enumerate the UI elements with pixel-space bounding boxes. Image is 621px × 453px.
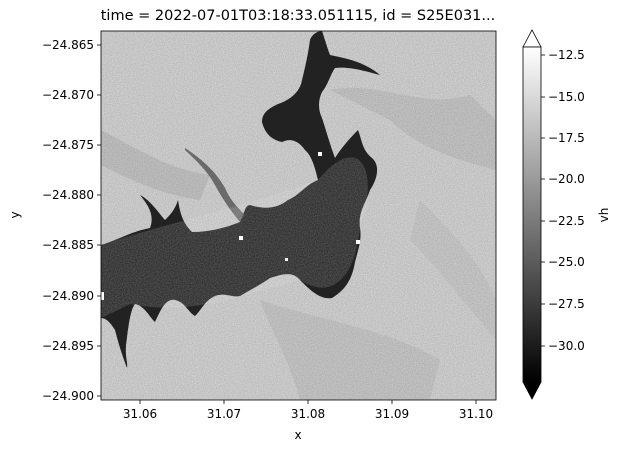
y-tick-label: −24.890 (42, 289, 94, 303)
x-tick-label: 31.08 (291, 407, 325, 421)
colorbar-tick: −25.0 (541, 255, 585, 269)
y-tick: −24.890 (42, 289, 101, 303)
colorbar-label: vh (597, 208, 611, 223)
plot-frame (100, 30, 497, 401)
colorbar-tick-label: −17.5 (548, 131, 585, 145)
colorbar-tick: −22.5 (541, 214, 585, 228)
x-tick: 31.08 (291, 400, 325, 421)
x-tick: 31.06 (123, 400, 157, 421)
x-axis: 31.06 31.07 31.08 31.09 31.10 x (123, 400, 493, 442)
x-tick-label: 31.07 (207, 407, 241, 421)
x-tick-label: 31.09 (375, 407, 409, 421)
colorbar-tick: −30.0 (541, 339, 585, 353)
colorbar-tick-label: −25.0 (548, 255, 585, 269)
y-tick: −24.865 (42, 38, 101, 52)
colorbar-tick-label: −22.5 (548, 214, 585, 228)
colorbar-tick-label: −20.0 (548, 172, 585, 186)
colorbar-tick: −12.5 (541, 48, 585, 62)
colorbar-tick: −27.5 (541, 297, 585, 311)
colorbar-tick: −15.0 (541, 90, 585, 104)
heatmap-image (101, 31, 496, 400)
colorbar-extend-max (522, 29, 542, 48)
y-tick: −24.880 (42, 188, 101, 202)
colorbar-tick: −20.0 (541, 172, 585, 186)
colorbar-extend-min (522, 381, 542, 400)
x-tick: 31.10 (459, 400, 493, 421)
y-tick-label: −24.880 (42, 188, 94, 202)
colorbar-tick-label: −15.0 (548, 90, 585, 104)
y-tick: −24.900 (42, 389, 101, 403)
y-tick: −24.870 (42, 88, 101, 102)
x-tick-label: 31.06 (123, 407, 157, 421)
colorbar-tick: −17.5 (541, 131, 585, 145)
colorbar: −12.5 −15.0 −17.5 −20.0 −22.5 −25.0 −27.… (522, 29, 611, 400)
y-tick-label: −24.875 (42, 138, 94, 152)
x-axis-label: x (294, 428, 301, 442)
colorbar-tick-label: −30.0 (548, 339, 585, 353)
x-tick-label: 31.10 (459, 407, 493, 421)
y-tick-label: −24.870 (42, 88, 94, 102)
y-tick-label: −24.885 (42, 238, 94, 252)
y-tick-label: −24.865 (42, 38, 94, 52)
y-axis: −24.865 −24.870 −24.875 −24.880 −24.885 … (8, 38, 101, 403)
chart-title: time = 2022-07-01T03:18:33.051115, id = … (101, 8, 495, 24)
colorbar-gradient (522, 46, 542, 383)
y-tick: −24.875 (42, 138, 101, 152)
x-tick: 31.09 (375, 400, 409, 421)
x-tick: 31.07 (207, 400, 241, 421)
colorbar-tick-label: −12.5 (548, 48, 585, 62)
colorbar-tick-label: −27.5 (548, 297, 585, 311)
y-tick-label: −24.895 (42, 339, 94, 353)
y-tick: −24.885 (42, 238, 101, 252)
y-tick: −24.895 (42, 339, 101, 353)
y-axis-label: y (8, 211, 22, 218)
y-tick-label: −24.900 (42, 389, 94, 403)
